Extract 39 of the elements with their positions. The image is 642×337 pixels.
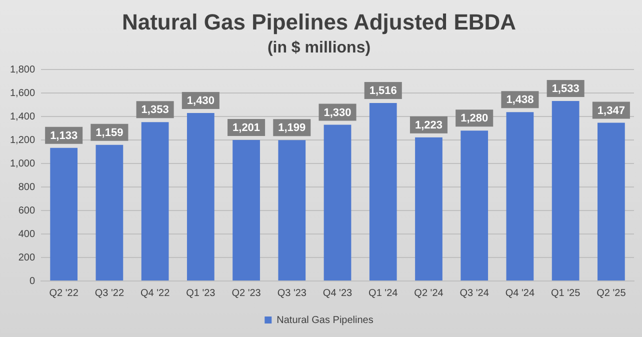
y-tick-label: 1,600 [10, 88, 36, 99]
x-tick-label: Q2 '25 [596, 288, 626, 299]
y-tick-label: 1,400 [10, 111, 36, 122]
data-label: 1,133 [50, 130, 78, 142]
x-tick-label: Q1 '24 [368, 288, 398, 299]
data-label: 1,280 [460, 112, 488, 125]
x-tick-label: Q3 '23 [277, 288, 307, 299]
data-label: 1,347 [597, 104, 625, 117]
y-tick-label: 1,200 [10, 134, 36, 146]
data-label: 1,223 [414, 119, 443, 132]
data-label: 1,430 [186, 95, 214, 108]
x-tick-label: Q4 '22 [140, 288, 170, 299]
x-tick-label: Q3 '24 [460, 288, 490, 299]
chart-subtitle: (in $ millions) [267, 39, 371, 56]
y-tick-label: 400 [18, 228, 36, 240]
legend-label: Natural Gas Pipelines [276, 314, 374, 326]
x-tick-label: Q2 '23 [232, 288, 262, 299]
x-tick-label: Q3 '22 [94, 288, 124, 299]
data-label: 1,438 [506, 94, 534, 106]
data-label: 1,201 [232, 122, 260, 134]
chart-title: Natural Gas Pipelines Adjusted EBDA [122, 9, 516, 34]
y-tick-label: 200 [18, 252, 36, 264]
y-tick-label: 1,800 [10, 64, 36, 76]
data-label: 1,516 [369, 84, 397, 97]
x-tick-label: Q4 '24 [505, 288, 535, 299]
y-tick-label: 600 [18, 205, 36, 216]
x-tick-label: Q1 '23 [186, 288, 216, 299]
data-label: 1,159 [96, 126, 124, 139]
x-tick-label: Q2 '22 [49, 288, 79, 299]
data-label: 1,199 [278, 122, 306, 134]
data-label: 1,353 [141, 104, 169, 116]
y-tick-label: 0 [29, 276, 36, 287]
y-tick-label: 1,000 [10, 158, 36, 170]
x-tick-label: Q2 '24 [414, 288, 444, 299]
data-label: 1,533 [552, 82, 580, 95]
x-tick-label: Q1 '25 [551, 288, 581, 299]
y-tick-label: 800 [18, 182, 36, 193]
x-tick-label: Q4 '23 [322, 288, 353, 299]
data-label: 1,330 [324, 106, 352, 119]
